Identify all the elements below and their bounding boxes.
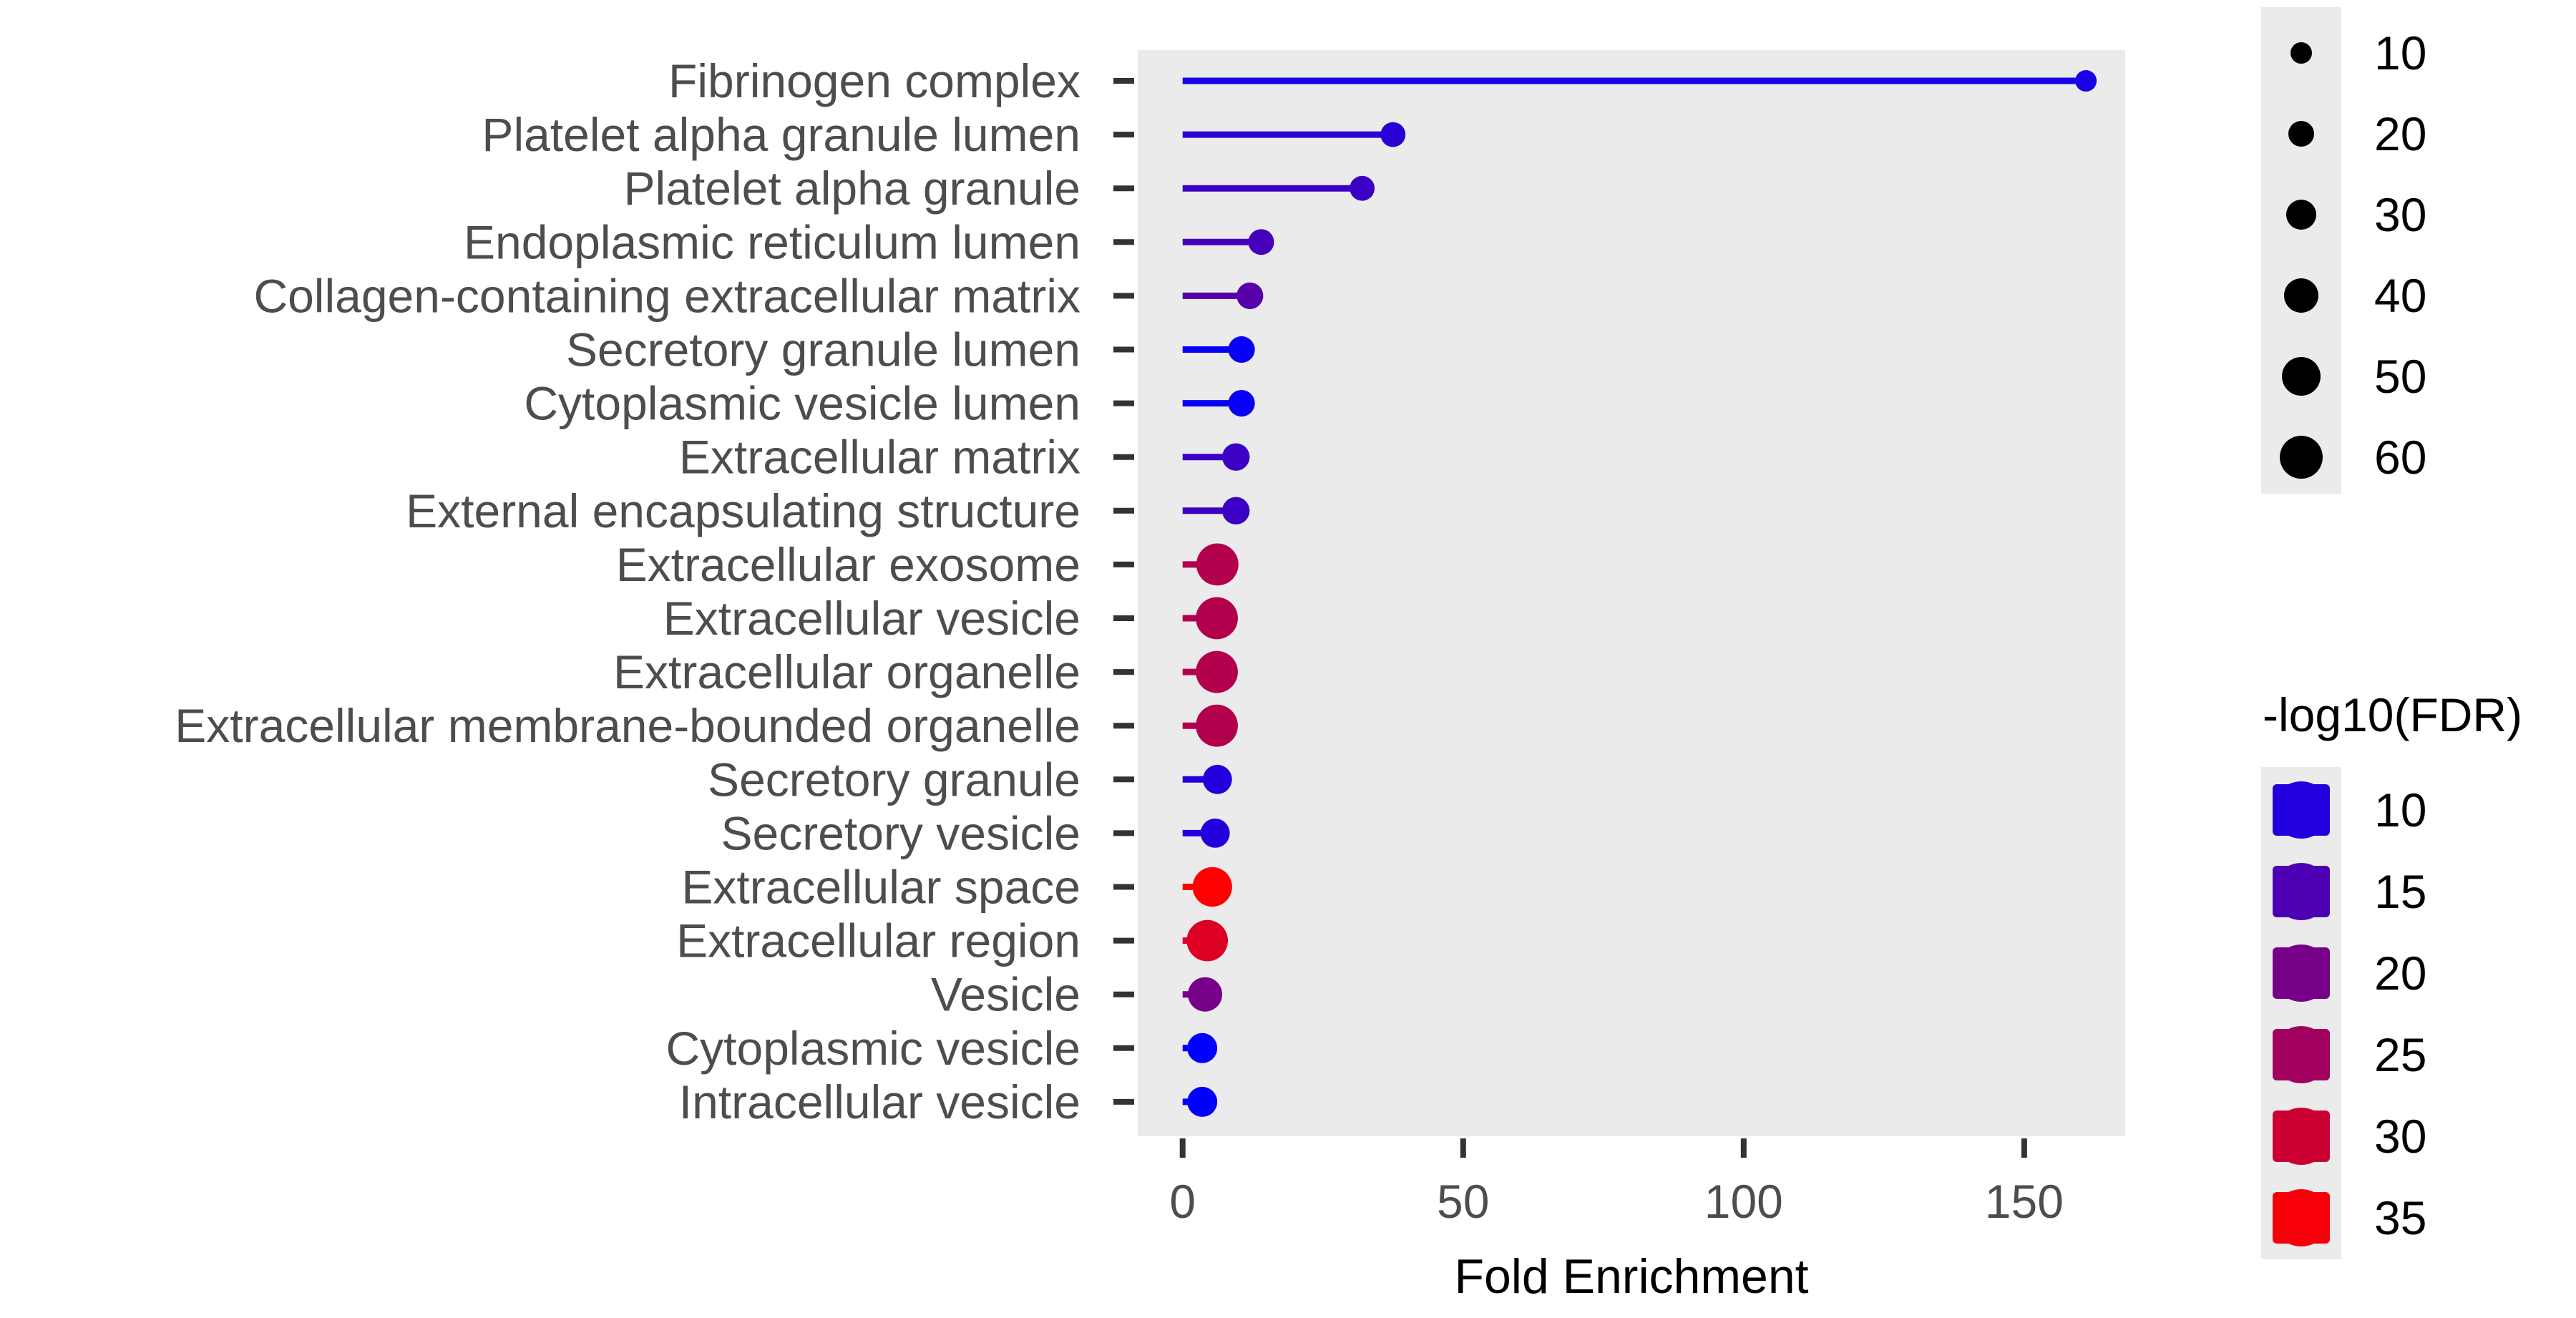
y-tick-label: Collagen-containing extracellular matrix [253,269,1080,322]
size-legend-key [2282,357,2321,396]
y-tick-label: Extracellular exosome [616,538,1080,591]
y-tick-label: Extracellular organelle [613,645,1080,698]
y-tick-label: Endoplasmic reticulum lumen [464,215,1080,268]
lollipop-dot [1222,443,1250,471]
size-legend-key [2290,42,2312,64]
lollipop-dot [1380,122,1406,147]
color-legend-label: 20 [2374,947,2426,1000]
lollipop-dots [1186,70,2097,1117]
y-tick-label: Extracellular region [676,914,1080,967]
x-tick-label: 100 [1704,1175,1783,1228]
y-tick-label: Platelet alpha granule lumen [482,108,1080,161]
x-tick-label: 150 [1985,1175,2064,1228]
x-axis: 0 50 100 150 [1169,1138,2064,1228]
color-legend-label: 35 [2374,1191,2426,1244]
size-legend-label: 20 [2374,107,2426,160]
y-tick-label: Fibrinogen complex [668,54,1080,107]
y-tick-label: Extracellular space [681,861,1080,914]
plot-panel [1138,50,2125,1136]
color-legend-title: -log10(FDR) [2263,688,2522,741]
size-legend-label: 40 [2374,269,2426,322]
lollipop-dot [1228,336,1255,363]
size-legend-box [2261,7,2341,494]
size-legend-key [2286,200,2316,230]
color-legend-key-dot [2273,1189,2330,1246]
size-legend-key [2284,278,2318,313]
lollipop-dot [1186,919,1229,962]
color-legend-label: 10 [2374,784,2426,836]
y-tick-label: External encapsulating structure [406,484,1080,537]
y-tick-label: Secretory vesicle [721,806,1080,859]
color-legend: 10 15 20 25 30 35 [2273,781,2426,1246]
lollipop-dot [1248,229,1274,255]
y-tick-label: Extracellular vesicle [663,592,1080,645]
y-tick-label: Intracellular vesicle [679,1075,1080,1128]
y-tick-label: Secretory granule [708,753,1080,806]
color-legend-key-dot [2273,1108,2330,1165]
x-tick-label: 0 [1169,1175,1196,1228]
y-tick-label: Extracellular membrane-bounded organelle [175,699,1080,752]
y-tick-label: Platelet alpha granule [624,162,1080,215]
lollipop-dot [1228,390,1255,417]
y-tick-label: Extracellular matrix [679,431,1080,484]
lollipop-dot [1196,704,1238,747]
lollipop-dot [2075,70,2097,92]
lollipop-dot [1222,497,1250,524]
lollipop-dot [1196,543,1239,586]
color-legend-key-dot [2273,1026,2330,1083]
size-legend: 10 20 30 40 50 60 [2280,26,2426,484]
lollipop-dot [1202,764,1232,794]
y-tick-label: Secretory granule lumen [566,323,1080,376]
size-legend-key [2280,436,2323,479]
size-legend-label: 30 [2374,188,2426,241]
lollipop-dot [1192,867,1232,907]
color-legend-label: 15 [2374,865,2426,918]
color-legend-key-dot [2273,863,2330,920]
size-legend-key [2288,121,2314,147]
lollipop-dot [1187,1086,1218,1117]
lollipop-dot [1236,282,1264,309]
lollipop-dot [1196,650,1238,693]
y-tick-label: Cytoplasmic vesicle lumen [524,377,1080,430]
size-legend-label: 10 [2374,26,2426,79]
color-legend-key-dot [2273,781,2330,839]
lollipop-dot [1200,819,1230,848]
x-axis-title: Fold Enrichment [1454,1249,1808,1304]
size-legend-label: 50 [2374,350,2426,403]
lollipop-dot [1187,1033,1218,1063]
y-tick-label: Vesicle [931,968,1080,1021]
color-legend-label: 25 [2374,1028,2426,1081]
x-tick-label: 50 [1437,1175,1489,1228]
color-legend-label: 30 [2374,1110,2426,1163]
lollipop-dot [1350,175,1375,201]
color-legend-box [2261,767,2341,1259]
size-legend-label: 60 [2374,431,2426,484]
y-tick-label: Cytoplasmic vesicle [666,1022,1081,1075]
color-legend-key-dot [2273,944,2330,1002]
lollipop-dot [1196,597,1238,640]
lollipop-dot [1188,977,1223,1012]
